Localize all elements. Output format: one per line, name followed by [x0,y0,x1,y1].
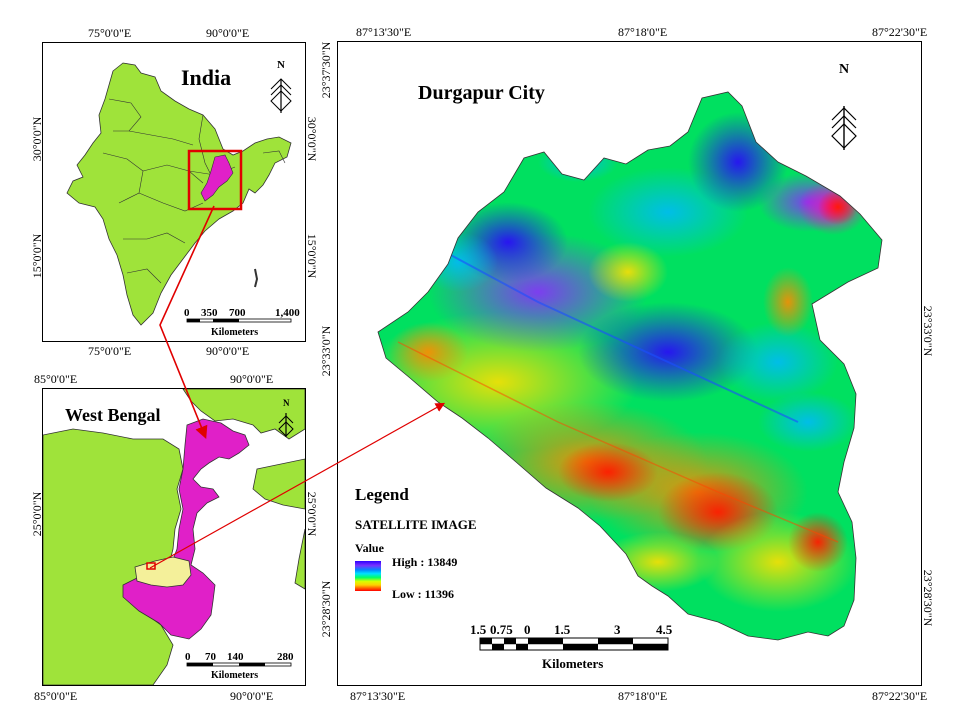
main-right-tick-2: 23°28'30"N [921,569,935,627]
main-scale-label-0: 1.5 [470,622,487,637]
main-scale-label-1: 0.75 [490,622,513,637]
main-left-tick-1: 23°37'30"N [319,41,333,99]
india-north-arrow-icon [270,78,292,113]
main-top-tick-2: 87°18'0"E [618,25,668,39]
west-bengal-locator-box [187,149,243,211]
india-right-tick-1: 30°0'0"N [305,116,319,162]
main-scale-label-2: 0 [524,622,531,637]
west-bengal-highlight [200,154,234,202]
india-left-tick-2: 15°0'0"N [30,233,44,279]
andaman-islands [254,268,259,288]
city-boundary [377,91,883,641]
neighbor-region-west [43,428,184,685]
durgapur-main-map: Durgapur City N Legend SATELLITE IMAGE V… [337,41,922,686]
india-scale-bar [186,318,292,323]
city-raster [378,92,882,640]
wb-top-tick-1: 85°0'0"E [34,372,78,386]
india-scale-label-0: 0 [184,307,190,319]
neighbor-region-east-lower [294,528,305,590]
wb-scale-label-0: 0 [185,651,191,663]
west-bengal-inset-map: West Bengal N 0 70 140 280 Kilometers [42,388,306,686]
legend-title: Legend [355,485,409,504]
legend-value-label: Value [355,541,384,555]
india-right-tick-2: 15°0'0"N [305,233,319,279]
durgapur-satellite-image [355,91,883,651]
main-scale-label-3: 1.5 [554,622,571,637]
wb-scale-label-3: 280 [277,651,294,663]
india-left-tick-1: 30°0'0"N [30,116,44,162]
main-right-tick-1: 23°33'0"N [921,305,935,357]
wb-bottom-tick-2: 90°0'0"E [230,689,274,703]
india-landmass [66,62,292,326]
wb-scale-label-1: 70 [205,651,216,663]
wb-north-label: N [283,398,290,408]
west-bengal-map-title: West Bengal [65,405,161,425]
west-bengal-map-graphic [43,389,305,685]
neighbor-region-east [252,458,305,510]
india-map-graphic [66,62,292,326]
india-map-title: India [181,65,232,90]
wb-bottom-tick-1: 85°0'0"E [34,689,78,703]
main-left-tick-3: 23°28'30"N [319,580,333,638]
legend-color-ramp [355,561,381,591]
main-left-tick-2: 23°33'0"N [319,325,333,377]
wb-scale-unit: Kilometers [211,670,259,681]
legend-high-label: High : 13849 [392,555,458,569]
main-top-tick-3: 87°22'30"E [872,25,928,39]
main-top-tick-1: 87°13'30"E [356,25,412,39]
wb-scale-bar [186,662,292,667]
india-bottom-tick-1: 75°0'0"E [88,344,132,358]
main-north-label: N [839,62,850,77]
india-scale-unit: Kilometers [211,327,259,338]
wb-left-tick-1: 25°0'0"N [30,491,44,537]
main-scale-label-4: 3 [614,622,621,637]
india-inset-map: India N 0 350 700 1,400 Kilometers [42,42,306,342]
india-scale-label-3: 1,400 [275,307,300,319]
india-top-tick-1: 75°0'0"E [88,26,132,40]
wb-top-tick-2: 90°0'0"E [230,372,274,386]
main-bottom-tick-2: 87°18'0"E [618,689,668,703]
india-scale-label-1: 350 [201,307,218,319]
legend-subtitle: SATELLITE IMAGE [355,517,477,532]
main-bottom-tick-1: 87°13'30"E [350,689,406,703]
main-map-title: Durgapur City [418,82,545,104]
main-scale-unit: Kilometers [542,656,604,671]
main-bottom-tick-3: 87°22'30"E [872,689,928,703]
legend-low-label: Low : 11396 [392,587,455,601]
india-north-label: N [277,59,285,71]
wb-right-tick-1: 25°0'0"N [305,491,319,537]
wb-scale-label-2: 140 [227,651,244,663]
india-bottom-tick-2: 90°0'0"E [206,344,250,358]
main-scale-bar [479,637,669,651]
india-top-tick-2: 90°0'0"E [206,26,250,40]
india-scale-label-2: 700 [229,307,246,319]
main-north-arrow-icon [831,106,857,150]
main-scale-label-5: 4.5 [656,622,673,637]
